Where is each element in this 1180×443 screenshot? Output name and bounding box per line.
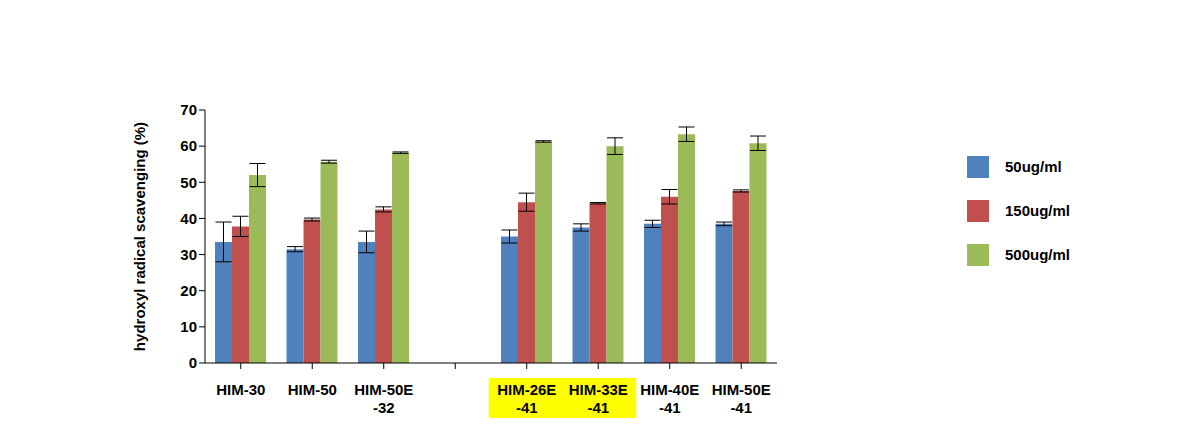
svg-text:HIM-30: HIM-30 xyxy=(216,381,265,398)
html-text:50ug/ml: 50ug/ml xyxy=(1005,158,1062,175)
svg-text:HIM-50E-41: HIM-50E-41 xyxy=(712,381,771,416)
svg-text:HIM-40E-41: HIM-40E-41 xyxy=(640,381,699,416)
svg-text:HIM-26E-41: HIM-26E-41 xyxy=(497,381,556,416)
svg-text:HIM-50E-32: HIM-50E-32 xyxy=(354,381,413,416)
svg-text:40: 40 xyxy=(180,210,197,227)
svg-text:hydroxyl radical scavenging (%: hydroxyl radical scavenging (%) xyxy=(131,122,148,351)
html-text:500ug/ml: 500ug/ml xyxy=(1005,246,1070,263)
svg-text:30: 30 xyxy=(180,246,197,263)
svg-text:HIM-50: HIM-50 xyxy=(288,381,337,398)
svg-text:0: 0 xyxy=(189,354,197,371)
svg-text:70: 70 xyxy=(180,101,197,118)
svg-text:60: 60 xyxy=(180,137,197,154)
svg-text:50: 50 xyxy=(180,174,197,191)
svg-text:10: 10 xyxy=(180,318,197,335)
html-text:150ug/ml: 150ug/ml xyxy=(1005,202,1070,219)
svg-text:20: 20 xyxy=(180,282,197,299)
svg-text:HIM-33E-41: HIM-33E-41 xyxy=(569,381,628,416)
